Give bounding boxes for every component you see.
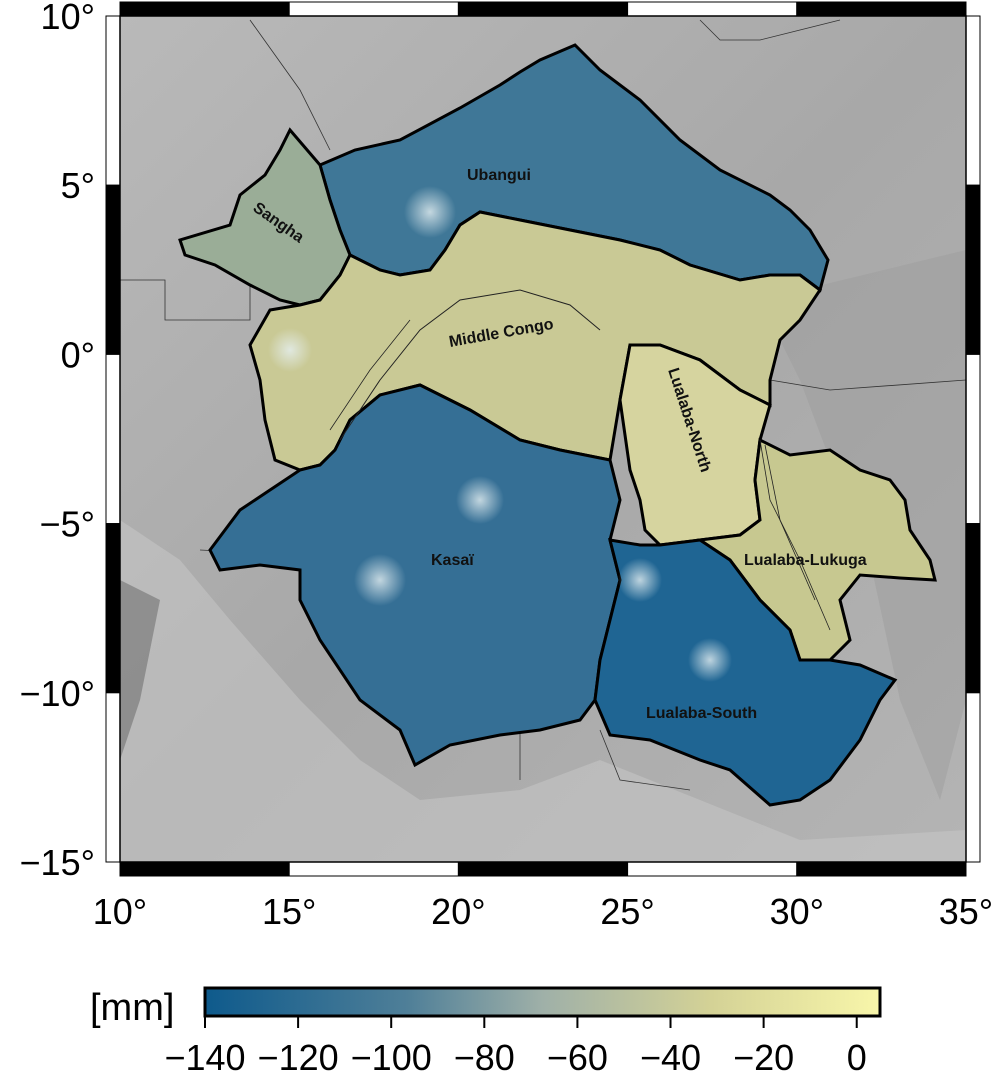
frame-bottom-segment — [627, 861, 798, 877]
frame-left-segment — [105, 523, 121, 694]
label-ubangui: Ubangui — [467, 167, 531, 184]
frame-left-segment — [105, 15, 121, 186]
colorbar-tick-label: −120 — [258, 1037, 339, 1078]
label-lualaba-south: Lualaba-South — [646, 705, 757, 722]
frame-bottom-segment — [457, 861, 629, 877]
frame-top-segment — [796, 1, 967, 17]
frame-top-segment — [119, 1, 290, 17]
x-tick-label: 20° — [431, 891, 485, 932]
y-axis-ticks: 10° 5° 0° −5° −10° −15° — [20, 0, 95, 883]
frame-right-segment — [965, 15, 981, 186]
y-tick-label: 0° — [61, 334, 95, 375]
x-tick-label: 10° — [93, 891, 147, 932]
y-tick-label: −15° — [20, 842, 95, 883]
colorbar-tick-label: −20 — [733, 1037, 794, 1078]
y-tick-label: −10° — [20, 673, 95, 714]
y-tick-label: −5° — [40, 504, 95, 545]
frame-right-segment — [965, 184, 981, 355]
x-tick-label: 15° — [262, 891, 316, 932]
frame-left-segment — [105, 184, 121, 355]
colorbar-tick-label: −80 — [454, 1037, 515, 1078]
colorbar-tick-label: −100 — [351, 1037, 432, 1078]
frame-bottom-segment — [288, 861, 459, 877]
basin-sangha — [178, 127, 352, 307]
basin-layer — [178, 43, 937, 807]
frame-top-segment — [627, 1, 798, 17]
frame-right-segment — [965, 523, 981, 694]
basin-kasai — [208, 383, 622, 768]
x-tick-label: 30° — [770, 891, 824, 932]
label-kasai: Kasaï — [431, 552, 474, 569]
frame-top-segment — [288, 1, 459, 17]
frame-left-segment — [105, 692, 121, 863]
frame-right-segment — [965, 692, 981, 863]
x-tick-label: 25° — [600, 891, 654, 932]
frame-top-segment — [457, 1, 629, 17]
frame-right-segment — [965, 353, 981, 525]
colorbar-unit-label: [mm] — [90, 987, 174, 1029]
y-tick-label: 10° — [41, 0, 95, 37]
frame-bottom-segment — [119, 861, 290, 877]
y-tick-label: 5° — [61, 165, 95, 206]
colorbar-tick-label: 0 — [847, 1037, 867, 1078]
x-axis-ticks: 10° 15° 20° 25° 30° 35° — [93, 891, 993, 932]
frame-bottom-segment — [796, 861, 967, 877]
x-tick-label: 35° — [939, 891, 993, 932]
map-frame — [105, 1, 981, 877]
colorbar-gradient — [203, 986, 882, 1018]
colorbar-tick-label: −140 — [164, 1037, 245, 1078]
colorbar-tick-label: −60 — [547, 1037, 608, 1078]
frame-left-segment — [105, 353, 121, 525]
colorbar-ticks: −140 −120 −100 −80 −60 −40 −20 0 — [164, 1016, 867, 1078]
colorbar-tick-label: −40 — [640, 1037, 701, 1078]
colorbar: [mm] −140 −120 −100 −80 −60 −40 −20 0 — [90, 986, 882, 1078]
basin-lualaba-lukuga — [695, 437, 937, 662]
label-lualaba-lukuga: Lualaba-Lukuga — [744, 552, 867, 569]
basin-lualaba-south — [593, 538, 898, 807]
frame-outline — [119, 15, 967, 863]
